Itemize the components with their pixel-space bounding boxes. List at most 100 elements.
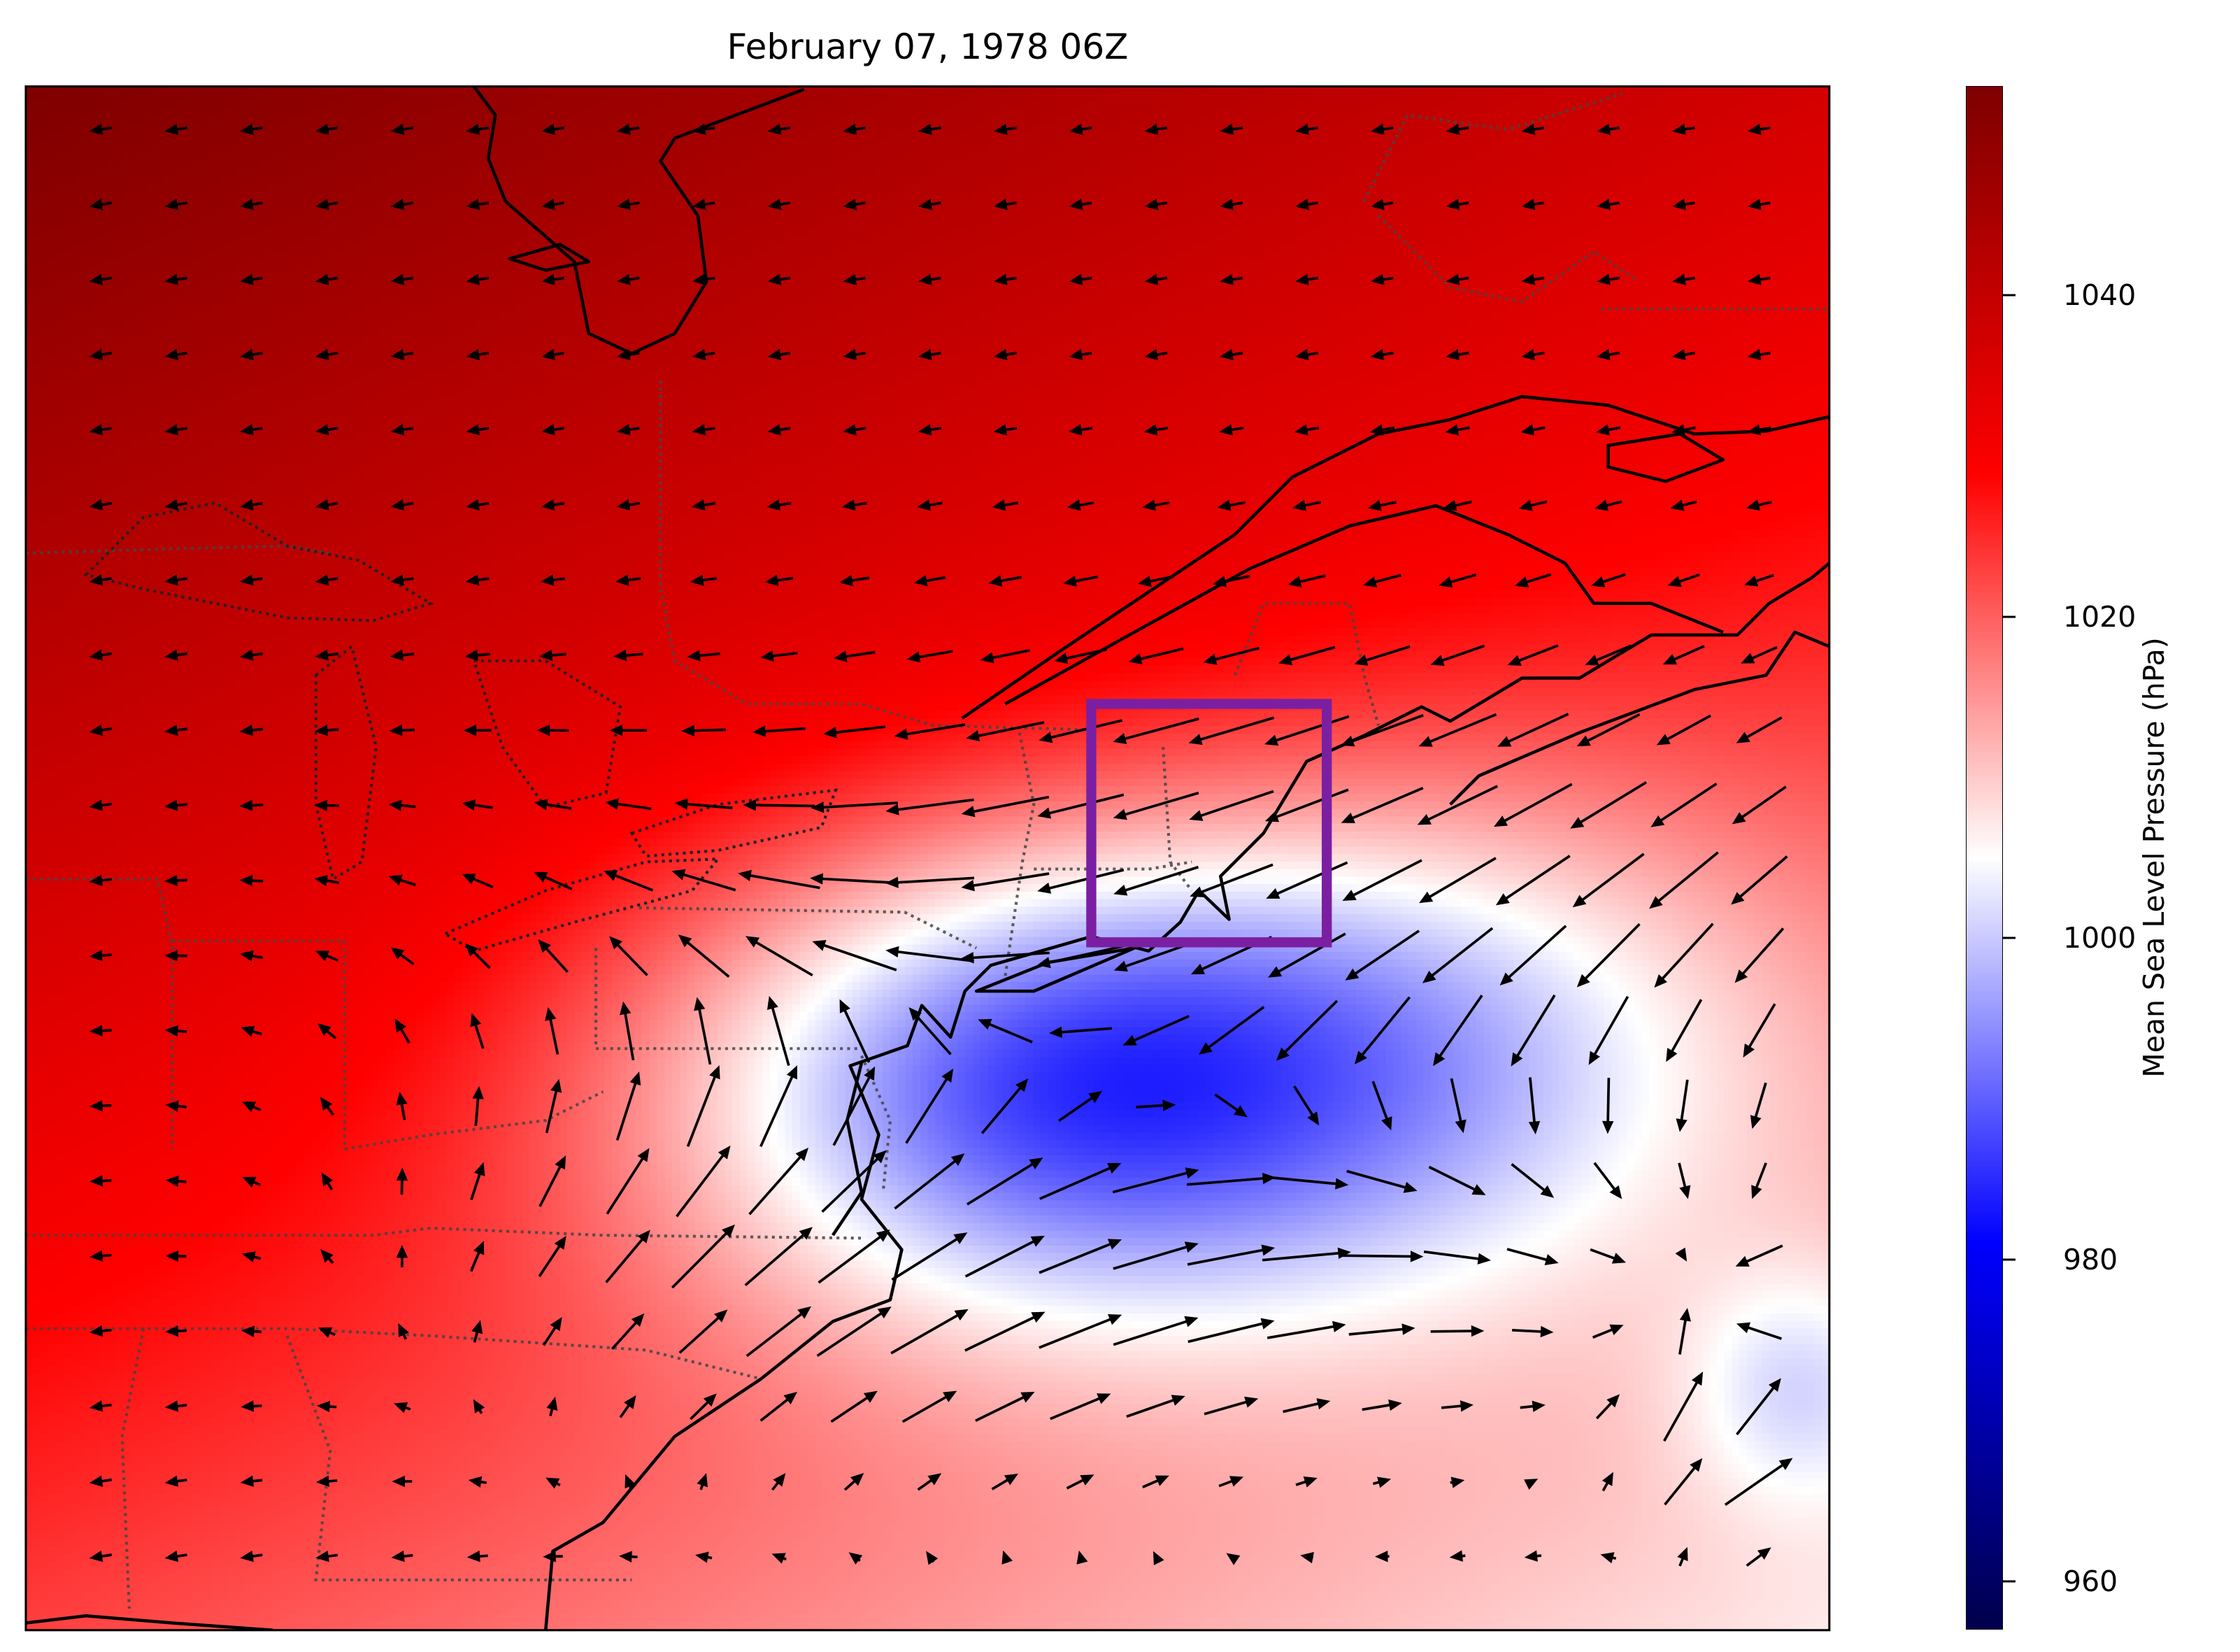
wind-arrow (1264, 1176, 1349, 1190)
wind-arrow (541, 424, 564, 436)
wind-arrow (1597, 273, 1620, 285)
wind-arrow (1113, 717, 1199, 744)
wind-arrow (315, 649, 338, 661)
wind-arrow (463, 725, 492, 736)
wind-arrow (994, 123, 1017, 135)
wind-arrow (615, 1071, 641, 1141)
wind-arrow (980, 648, 1030, 664)
wind-arrow (164, 950, 187, 962)
wind-arrow (843, 1472, 864, 1491)
wind-arrow (1345, 930, 1420, 981)
wind-arrow (1341, 786, 1424, 823)
wind-arrow (1287, 574, 1326, 588)
wind-arrow (1678, 1308, 1691, 1355)
wind-arrow (1446, 273, 1469, 285)
wind-arrow (694, 997, 712, 1065)
colorbar-tick-label: 980 (2063, 1243, 2118, 1277)
wind-arrow (1746, 499, 1772, 511)
wind-arrow (1677, 1546, 1688, 1567)
wind-arrow (906, 650, 953, 663)
wind-arrow (90, 1250, 112, 1262)
wind-arrow (964, 1235, 1045, 1278)
wind-arrow (617, 348, 640, 361)
wind-arrow (1597, 348, 1620, 361)
wind-arrow (1743, 1003, 1776, 1058)
wind-arrow (240, 950, 263, 962)
wind-arrow (396, 1167, 408, 1195)
wind-arrow (1520, 1400, 1546, 1412)
wind-arrow (1144, 348, 1168, 361)
wind-arrow (1369, 424, 1395, 436)
map-title: February 07, 1978 06Z (727, 27, 1129, 67)
wind-arrow (767, 199, 791, 211)
wind-arrow (240, 424, 263, 436)
wind-arrow (1732, 785, 1787, 825)
wind-arrow (89, 649, 113, 661)
wind-arrow (1524, 1479, 1539, 1490)
wind-arrow (390, 424, 414, 436)
wind-arrow (1675, 1247, 1688, 1262)
wind-arrow (839, 574, 870, 587)
wind-arrow (697, 1473, 708, 1490)
wind-arrow (538, 939, 569, 973)
wind-arrow (241, 1025, 262, 1037)
wind-arrow (811, 802, 898, 813)
wind-arrow (1372, 1476, 1392, 1488)
border-line (25, 1226, 862, 1240)
highlight-box (1086, 699, 1332, 948)
wind-arrow (843, 199, 866, 211)
wind-arrow (617, 123, 640, 135)
nova-scotia (1449, 630, 1829, 806)
colorbar-tick (2003, 294, 2016, 297)
border-line (285, 1335, 632, 1581)
wind-arrow (1066, 1474, 1094, 1490)
wind-arrow (394, 1402, 411, 1414)
wind-arrow (1264, 715, 1350, 746)
wind-arrow (469, 1241, 485, 1272)
wind-arrow (917, 1473, 942, 1491)
wind-arrow (810, 873, 899, 885)
colorbar-tick-label: 1040 (2063, 278, 2136, 312)
wind-arrow (1187, 1318, 1275, 1344)
wind-arrow (605, 1230, 650, 1283)
wind-arrow (1036, 944, 1125, 969)
wind-arrow (1371, 273, 1394, 285)
wind-arrow (609, 936, 648, 976)
colorbar-tick-label: 1000 (2063, 921, 2136, 955)
wind-arrow (465, 574, 490, 586)
wind-arrow (165, 1250, 187, 1262)
pressure-field (26, 86, 1829, 1630)
wind-vectors (89, 123, 1793, 1567)
wind-arrow (1672, 199, 1695, 211)
wind-arrow (1220, 273, 1243, 285)
wind-arrow (1593, 1162, 1622, 1199)
wind-arrow (1518, 499, 1548, 511)
wind-arrow (746, 1306, 811, 1358)
colorbar-frame (1966, 86, 2003, 1630)
wind-arrow (918, 348, 941, 361)
wind-arrow (545, 1078, 562, 1134)
wind-arrow (1572, 853, 1645, 908)
wind-arrow (1423, 1250, 1491, 1265)
wind-arrow (1528, 1077, 1541, 1134)
wind-arrow (240, 348, 263, 361)
wind-arrow (241, 1101, 262, 1113)
wind-arrow (470, 1162, 485, 1200)
border-line (1004, 732, 1036, 977)
border-line (25, 877, 174, 1149)
lake-ontario (629, 788, 839, 858)
wind-arrow (1122, 1015, 1190, 1046)
wind-arrow (240, 1475, 263, 1487)
wind-arrow (390, 649, 415, 661)
wind-arrow (241, 1400, 262, 1412)
wind-arrow (89, 123, 113, 135)
wind-arrow (1039, 1162, 1122, 1200)
wind-arrow (1736, 716, 1783, 743)
wind-arrow (396, 1092, 408, 1120)
wind-arrow (771, 1473, 786, 1491)
border-line (594, 948, 862, 1051)
wind-arrow (164, 1400, 187, 1412)
wind-arrow (619, 1395, 636, 1418)
lake-superior (83, 501, 435, 622)
